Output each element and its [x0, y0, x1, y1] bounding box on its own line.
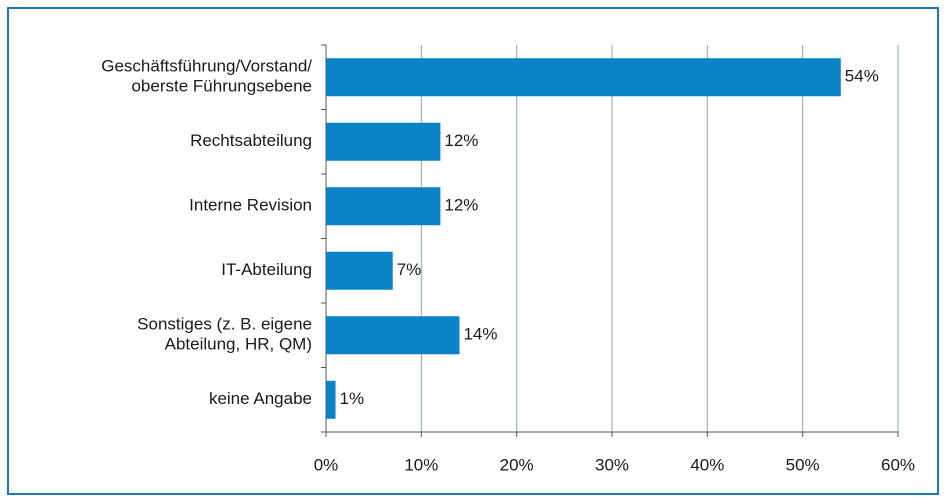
- x-tick-label: 60%: [881, 455, 915, 474]
- y-tick-label: Interne Revision: [189, 196, 312, 215]
- value-label: 12%: [444, 196, 478, 215]
- y-tick-label: Abteilung, HR, QM): [165, 335, 312, 354]
- x-tick-label: 30%: [595, 455, 629, 474]
- bar: [326, 58, 841, 97]
- y-tick-label: Geschäftsführung/Vorstand/: [101, 57, 312, 76]
- x-tick-label: 10%: [404, 455, 438, 474]
- value-label: 54%: [845, 67, 879, 86]
- x-tick-label: 50%: [786, 455, 820, 474]
- x-tick-label: 20%: [500, 455, 534, 474]
- value-label: 7%: [397, 260, 422, 279]
- value-label: 1%: [340, 389, 365, 408]
- bar: [326, 251, 393, 290]
- y-tick-label: Sonstiges (z. B. eigene: [137, 315, 312, 334]
- y-tick-label: IT-Abteilung: [221, 260, 312, 279]
- x-tick-label: 40%: [690, 455, 724, 474]
- x-tick-label: 0%: [314, 455, 339, 474]
- value-label: 14%: [463, 325, 497, 344]
- bar: [326, 122, 441, 161]
- bar: [326, 187, 441, 226]
- y-tick-label: keine Angabe: [209, 389, 312, 408]
- y-tick-label: oberste Führungsebene: [131, 77, 312, 96]
- value-label: 12%: [444, 131, 478, 150]
- bar: [326, 380, 336, 419]
- y-tick-label: Rechtsabteilung: [190, 131, 312, 150]
- bar: [326, 316, 460, 355]
